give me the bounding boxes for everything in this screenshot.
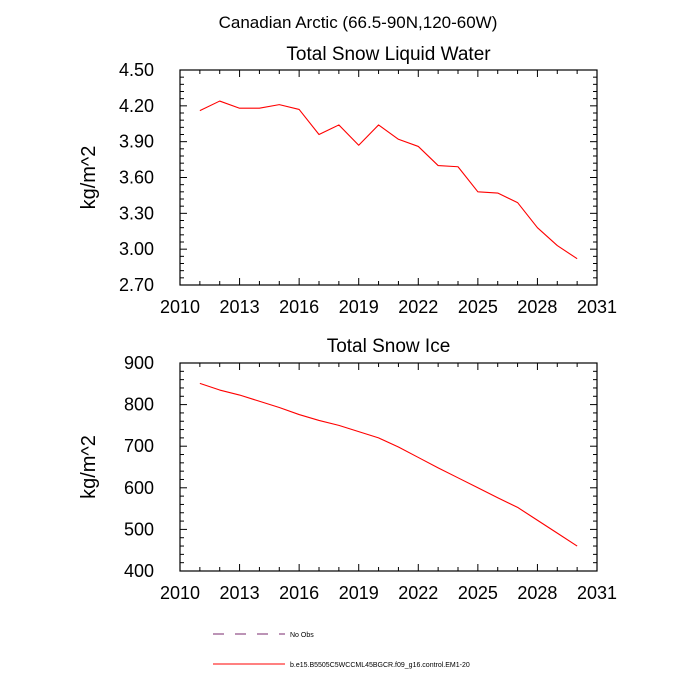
y-tick-label: 3.90: [119, 132, 154, 152]
series-line-1: [199, 100, 578, 260]
y-axis-label: kg/m^2: [78, 146, 100, 210]
chart-panel-2: Total Snow Ice kg/m^2 2010 2013 2016 2019 2022…: [78, 336, 617, 603]
y-tick-label: 4.20: [119, 96, 154, 116]
y-tick-label: 3.60: [119, 168, 154, 188]
y-tick-label: 600: [124, 478, 154, 498]
x-tick-label: 2022: [398, 297, 438, 317]
x-tick-label: 2031: [577, 297, 617, 317]
x-tick-label: 2028: [517, 297, 557, 317]
x-tick-label: 2031: [577, 583, 617, 603]
x-tick-label: 2019: [339, 583, 379, 603]
y-tick-label: 2.70: [119, 275, 154, 295]
legend: No Obs b.e15.B5505C5WCCML45BGCR.f09_g16.c…: [213, 632, 470, 669]
x-tick-label: 2016: [279, 583, 319, 603]
chart-title: Total Snow Ice: [327, 336, 451, 357]
x-tick-label: 2010: [160, 583, 200, 603]
charts-container: Total Snow Liquid Water kg/m^2 2010 2013 201…: [78, 44, 617, 603]
chart-title: Total Snow Liquid Water: [286, 44, 491, 65]
x-tick-label: 2028: [517, 583, 557, 603]
y-tick-label: 4.50: [119, 60, 154, 80]
x-tick-label: 2025: [458, 583, 498, 603]
figure-title: Canadian Arctic (66.5-90N,120-60W): [219, 13, 498, 32]
y-tick-label: 400: [124, 561, 154, 581]
plot-frame: [179, 69, 598, 286]
x-tick-label: 2016: [279, 297, 319, 317]
plot-frame: [179, 362, 598, 572]
legend-label-2: b.e15.B5505C5WCCML45BGCR.f09_g16.control…: [290, 662, 470, 669]
series-line-1: [199, 382, 578, 547]
legend-label-1: No Obs: [290, 632, 314, 639]
y-tick-label: 800: [124, 395, 154, 415]
y-tick-label: 900: [124, 353, 154, 373]
x-tick-label: 2013: [220, 583, 260, 603]
x-tick-label: 2010: [160, 297, 200, 317]
y-tick-label: 3.00: [119, 239, 154, 259]
x-tick-label: 2025: [458, 297, 498, 317]
x-tick-label: 2019: [339, 297, 379, 317]
y-tick-label: 3.30: [119, 203, 154, 223]
y-tick-label: 500: [124, 519, 154, 539]
x-tick-label: 2022: [398, 583, 438, 603]
chart-panel-1: Total Snow Liquid Water kg/m^2 2010 2013 201…: [78, 44, 617, 317]
x-tick-label: 2013: [220, 297, 260, 317]
y-axis-label: kg/m^2: [78, 435, 100, 499]
y-tick-label: 700: [124, 436, 154, 456]
